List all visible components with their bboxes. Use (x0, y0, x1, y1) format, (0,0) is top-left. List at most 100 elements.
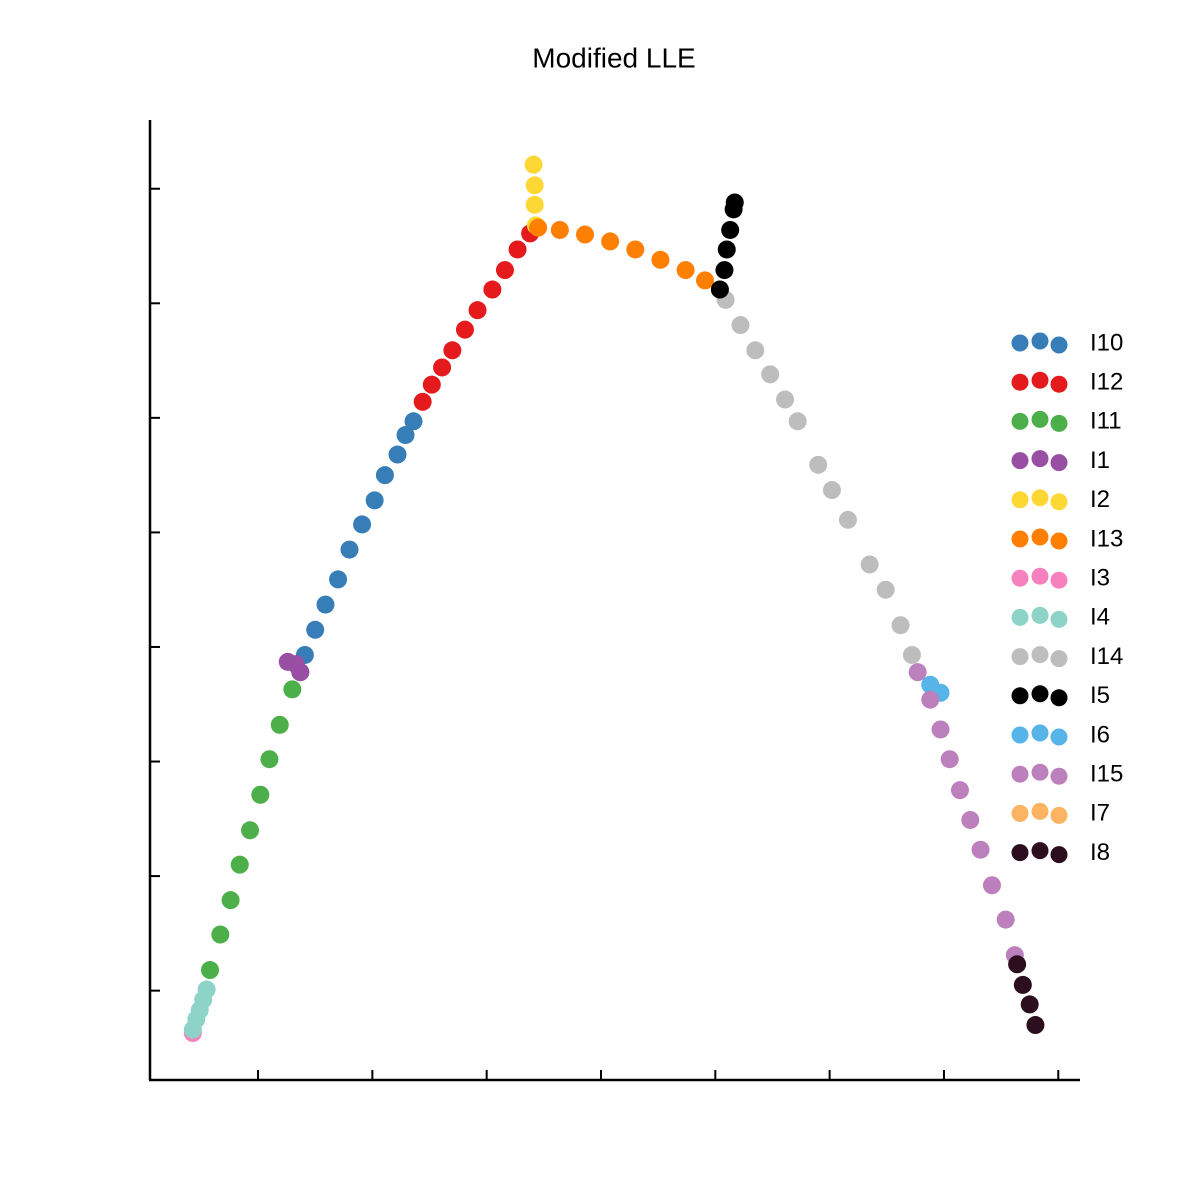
point (251, 785, 270, 804)
point (902, 645, 921, 664)
legend-label: I7 (1090, 800, 1110, 827)
legend-marker (1050, 610, 1068, 628)
legend-marker (1050, 336, 1068, 354)
point (396, 426, 415, 445)
legend-marker (1011, 452, 1029, 470)
point (422, 375, 441, 394)
point (838, 510, 857, 529)
point (651, 250, 670, 269)
point (443, 341, 462, 360)
legend-marker (1031, 842, 1049, 860)
point (404, 412, 423, 431)
legend-marker (1031, 724, 1049, 742)
legend-marker (1050, 689, 1068, 707)
legend-label: I15 (1090, 761, 1123, 788)
legend-marker (1011, 608, 1029, 626)
legend-marker (1050, 571, 1068, 589)
legend-marker (1050, 375, 1068, 393)
point (1020, 995, 1039, 1014)
point (921, 690, 940, 709)
point (721, 220, 740, 239)
point (710, 280, 729, 299)
point (1026, 1016, 1045, 1035)
point (601, 232, 620, 251)
point (388, 445, 407, 464)
point (1008, 955, 1027, 974)
point (260, 750, 279, 769)
point (525, 176, 544, 195)
point (940, 750, 959, 769)
legend-label: I11 (1090, 408, 1122, 435)
point (329, 570, 348, 589)
point (375, 466, 394, 485)
point (525, 195, 544, 214)
legend-marker (1050, 414, 1068, 432)
legend-marker (1031, 489, 1049, 507)
point (696, 271, 715, 290)
point (306, 620, 325, 639)
chart-title: Modified LLE (532, 42, 695, 73)
point (283, 680, 302, 699)
legend-marker (1031, 410, 1049, 428)
point (291, 663, 310, 682)
legend-label: I13 (1090, 525, 1123, 552)
point (550, 220, 569, 239)
point (529, 218, 548, 237)
legend-marker (1050, 728, 1068, 746)
legend-marker (1050, 806, 1068, 824)
legend-marker (1011, 844, 1029, 862)
point (746, 341, 765, 360)
legend-marker (1031, 763, 1049, 781)
point (715, 261, 734, 280)
legend-label: I14 (1090, 643, 1123, 670)
point (221, 891, 240, 910)
point (788, 412, 807, 431)
point (931, 720, 950, 739)
legend-marker (1011, 412, 1029, 430)
legend-marker (1011, 334, 1029, 352)
legend-marker (1011, 648, 1029, 666)
legend-marker (1031, 332, 1049, 350)
legend-marker (1011, 804, 1029, 822)
point (961, 810, 980, 829)
legend-marker (1031, 685, 1049, 703)
point (809, 455, 828, 474)
legend-label: I6 (1090, 721, 1110, 748)
point (508, 240, 527, 259)
point (413, 392, 432, 411)
legend-marker (1011, 373, 1029, 391)
legend-label: I5 (1090, 682, 1110, 709)
legend-marker (1011, 569, 1029, 587)
legend-marker (1050, 650, 1068, 668)
point (891, 616, 910, 635)
point (717, 240, 736, 259)
legend-marker (1050, 846, 1068, 864)
point (676, 261, 695, 280)
legend-label: I10 (1090, 329, 1123, 356)
point (241, 821, 260, 840)
point (230, 855, 249, 874)
point (1013, 975, 1032, 994)
legend-marker (1031, 646, 1049, 664)
legend-label: I1 (1090, 447, 1110, 474)
point (950, 781, 969, 800)
point (197, 980, 216, 999)
point (353, 515, 372, 534)
legend-label: I2 (1090, 486, 1110, 513)
legend-label: I3 (1090, 565, 1110, 592)
legend-label: I12 (1090, 369, 1123, 396)
legend-marker (1050, 493, 1068, 511)
point (776, 390, 795, 409)
legend-marker (1011, 765, 1029, 783)
legend-label: I4 (1090, 604, 1110, 631)
point (996, 910, 1015, 929)
point (455, 320, 474, 339)
point (483, 280, 502, 299)
point (211, 925, 230, 944)
point (433, 358, 452, 377)
point (316, 595, 335, 614)
legend-marker (1031, 802, 1049, 820)
point (725, 193, 744, 212)
point (860, 555, 879, 574)
